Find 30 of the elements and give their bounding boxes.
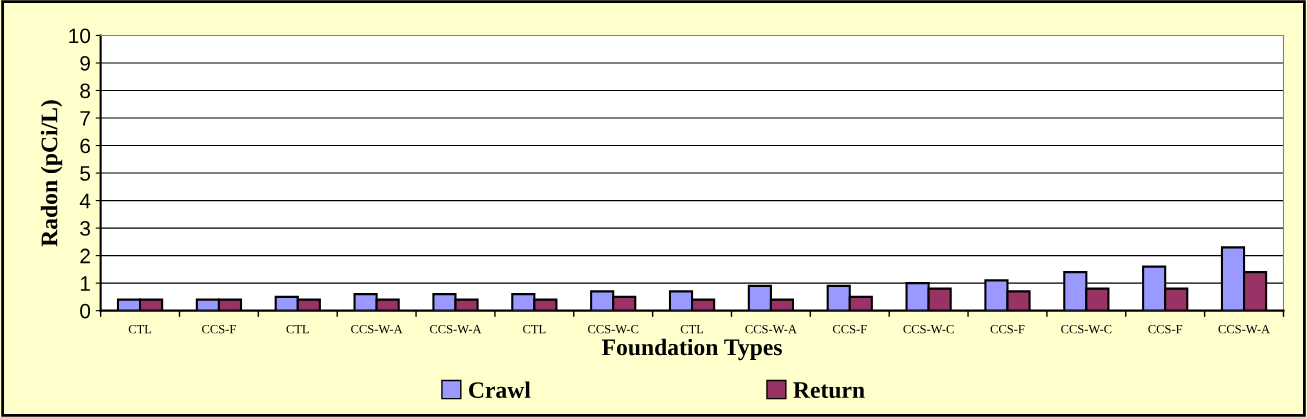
y-tick-label: 7 xyxy=(80,111,90,126)
y-tick-label: 6 xyxy=(80,138,90,154)
y-tick-label: 8 xyxy=(80,83,91,99)
y-tick-label: 1 xyxy=(80,276,90,291)
y-tick-label: 0 xyxy=(80,303,91,319)
y-tick-label: 2 xyxy=(80,248,90,264)
x-axis-title: Foundation Types xyxy=(602,338,782,361)
y-tick-label: 3 xyxy=(80,221,90,236)
x-tick-label: CCS-W-A xyxy=(351,324,403,334)
x-tick-label: CTL xyxy=(680,324,704,334)
x-tick-label: CTL xyxy=(286,324,309,334)
legend-label: Crawl xyxy=(469,381,531,399)
x-tick-label: CTL xyxy=(523,324,546,334)
x-tick-label: CCS-F xyxy=(832,324,867,334)
x-tick-label: CCS-W-C xyxy=(1061,324,1112,334)
x-tick-label: CCS-F xyxy=(202,324,236,334)
x-tick-label: CCS-W-A xyxy=(429,324,482,334)
y-tick-label: 4 xyxy=(79,193,91,209)
y-tick-label: 5 xyxy=(80,166,91,181)
y-tick-label: 9 xyxy=(80,55,90,71)
x-tick-label: CCS-W-C xyxy=(903,324,954,334)
x-tick-label: CCS-F xyxy=(990,324,1025,334)
x-tick-label: CCS-W-C xyxy=(588,324,639,334)
x-tick-label: CCS-W-A xyxy=(1218,324,1270,334)
y-axis-title: Radon (pCi/L) xyxy=(40,100,63,247)
x-tick-label: CCS-W-A xyxy=(745,324,797,334)
x-tick-label: CTL xyxy=(128,324,152,334)
legend-label: Return xyxy=(793,382,865,399)
x-tick-label: CCS-F xyxy=(1148,324,1183,334)
y-tick-label: 10 xyxy=(69,28,91,44)
